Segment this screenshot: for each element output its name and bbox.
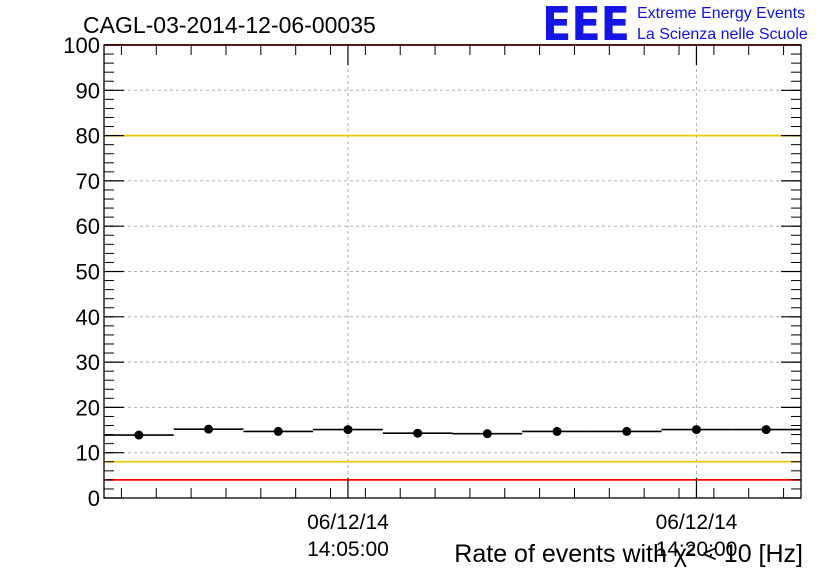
data-series (104, 424, 801, 440)
data-point (482, 429, 492, 439)
x-axis-label: Rate of events with χ² < 10 [Hz] (454, 540, 803, 568)
logo-mark: EEE (542, 0, 630, 51)
x-tick-date-label: 06/12/14 (656, 511, 738, 534)
data-point (343, 425, 353, 435)
data-point (134, 430, 144, 440)
logo-line-2: La Scienza nelle Scuole (637, 26, 808, 43)
y-tick-label: 60 (76, 214, 100, 239)
chart-title: CAGL-03-2014-12-06-00035 (83, 12, 376, 38)
x-axis-ticks: 06/12/14 14:05:00 06/12/14 14:20:00 (120, 45, 785, 561)
y-tick-label: 90 (76, 78, 100, 103)
data-point (761, 425, 771, 435)
logo-line-1: Extreme Energy Events (637, 5, 805, 22)
data-point (622, 426, 632, 436)
data-point (204, 424, 214, 434)
x-tick-date-label: 06/12/14 (307, 511, 389, 534)
y-tick-label: 0 (88, 486, 100, 511)
data-point (552, 426, 562, 436)
data-point (273, 426, 283, 436)
x-tick-time-label: 14:20:00 (656, 538, 738, 561)
data-point (691, 425, 701, 435)
y-tick-label: 20 (76, 395, 100, 420)
y-tick-label: 30 (76, 350, 100, 375)
y-axis-ticks: 0 10 20 30 40 50 60 70 80 90 100 (63, 33, 801, 511)
y-tick-label: 80 (76, 124, 100, 149)
y-tick-label: 50 (76, 260, 100, 285)
data-point (413, 428, 423, 438)
grid-lines (104, 45, 801, 498)
y-tick-label: 10 (76, 441, 100, 466)
x-tick-time-label: 14:05:00 (307, 538, 389, 561)
eee-logo: EEE Extreme Energy Events La Scienza nel… (542, 0, 808, 51)
y-tick-label: 100 (63, 33, 100, 58)
y-tick-label: 70 (76, 169, 100, 194)
y-tick-label: 40 (76, 305, 100, 330)
